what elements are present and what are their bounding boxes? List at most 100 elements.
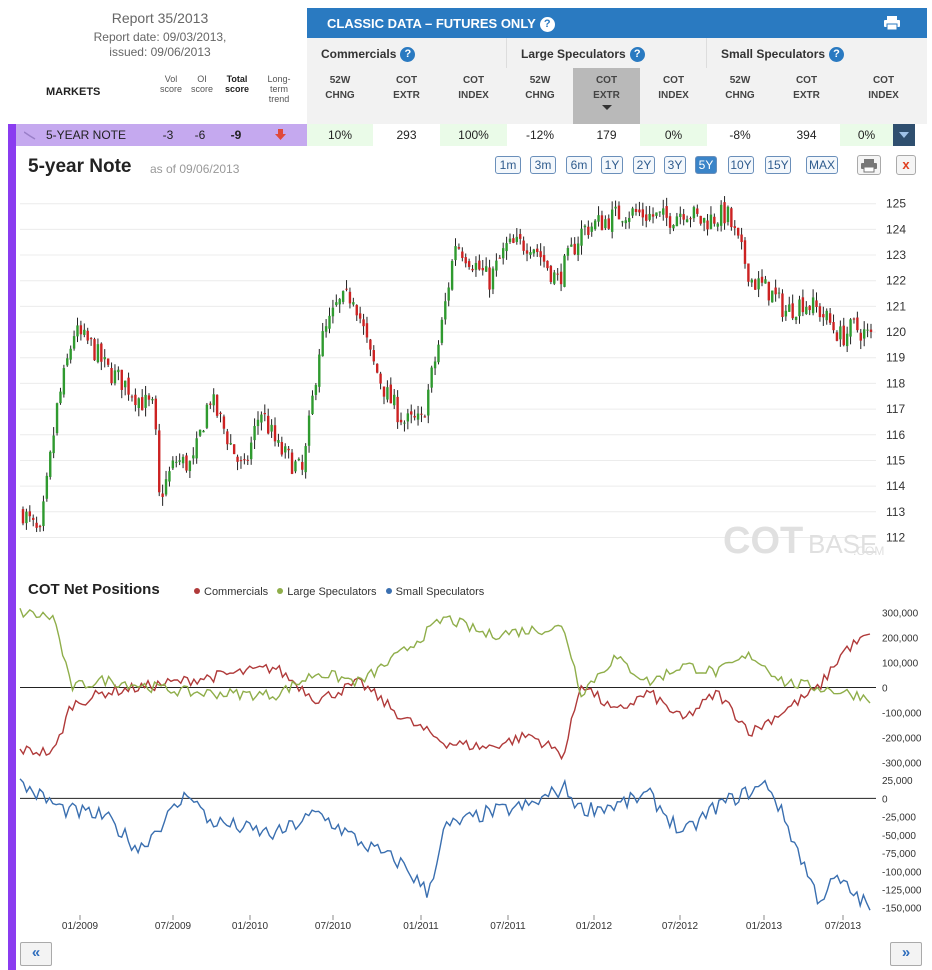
help-icon[interactable]: ?	[539, 17, 555, 32]
oi-score-header[interactable]: OI score	[190, 74, 213, 94]
candle-body	[638, 209, 641, 213]
candle-body	[559, 271, 563, 285]
group-commercials: Commercials?	[307, 38, 507, 68]
y-tick-label: -25,000	[882, 813, 916, 824]
candle-body	[583, 225, 587, 228]
legend-commercials[interactable]: Commercials	[188, 586, 268, 598]
candle-body	[59, 391, 62, 404]
candle-body	[764, 279, 767, 284]
help-icon[interactable]: ?	[829, 47, 845, 62]
candle-body	[341, 291, 345, 302]
range-button-max[interactable]: MAX	[806, 156, 838, 174]
y-tick-label: 125	[886, 197, 906, 211]
candle-body	[290, 452, 294, 474]
candle-body	[505, 243, 508, 252]
expand-dropdown-icon[interactable]	[893, 124, 915, 146]
close-chart-button[interactable]: x	[896, 155, 916, 175]
classic-data-title: CLASSIC DATA – FUTURES ONLY?	[327, 16, 555, 32]
candle-body	[546, 260, 549, 269]
candle-body	[767, 281, 771, 301]
candle-body	[832, 322, 835, 331]
y-tick-label: 300,000	[882, 609, 919, 620]
x-tick-label: 01/2010	[232, 921, 269, 932]
series-line-small-speculators	[19, 778, 871, 911]
candle-body	[467, 261, 471, 267]
candle-body	[675, 216, 679, 227]
candle-body	[495, 260, 498, 271]
print-chart-button[interactable]	[857, 155, 881, 175]
candle-body	[345, 288, 348, 290]
total-score-header[interactable]: Total score	[224, 74, 250, 94]
legend-large-speculators[interactable]: Large Speculators	[271, 586, 377, 598]
subcol-header[interactable]: COT INDEX	[440, 68, 507, 124]
candle-body	[246, 459, 249, 461]
candle-body	[49, 451, 52, 477]
subcol-header[interactable]: 52W CHNG	[307, 68, 373, 124]
help-icon[interactable]: ?	[629, 47, 645, 62]
range-button-3y[interactable]: 3Y	[664, 156, 686, 174]
candle-body	[743, 240, 747, 264]
series-line-commercials	[19, 633, 871, 761]
candle-body	[297, 458, 301, 461]
subcol-header[interactable]: 52W CHNG	[707, 68, 773, 124]
subcol-header[interactable]: 52W CHNG	[507, 68, 573, 124]
candle-body	[450, 260, 454, 290]
candle-body	[232, 444, 236, 455]
candle-body	[379, 373, 382, 384]
next-report-button[interactable]: »	[890, 942, 922, 966]
candle-body	[692, 207, 696, 219]
subcol-header[interactable]: COT EXTR	[773, 68, 840, 124]
range-button-2y[interactable]: 2Y	[633, 156, 655, 174]
market-name[interactable]: 5-YEAR NOTE	[46, 128, 127, 142]
help-icon[interactable]: ?	[400, 47, 416, 62]
candle-body	[614, 206, 617, 209]
vol-score-header[interactable]: Vol score	[159, 74, 182, 94]
candle-body	[433, 361, 437, 369]
candle-body	[21, 509, 25, 524]
y-tick-label: 112	[886, 530, 905, 544]
range-button-5y[interactable]: 5Y	[695, 156, 717, 174]
range-button-1m[interactable]: 1m	[495, 156, 521, 174]
candle-body	[222, 416, 226, 429]
candle-body	[685, 219, 689, 223]
candle-body	[355, 305, 358, 316]
y-tick-label: 117	[886, 402, 905, 416]
range-button-10y[interactable]: 10Y	[728, 156, 754, 174]
candle-body	[35, 522, 38, 528]
y-tick-label: 122	[886, 274, 906, 288]
range-button-1y[interactable]: 1Y	[601, 156, 623, 174]
candle-body	[818, 306, 822, 318]
candle-body	[273, 425, 277, 442]
candle-body	[311, 395, 314, 415]
candle-body	[137, 398, 140, 409]
range-button-6m[interactable]: 6m	[566, 156, 592, 174]
x-tick-label: 07/2010	[315, 921, 352, 932]
range-button-3m[interactable]: 3m	[530, 156, 556, 174]
candle-body	[86, 330, 89, 341]
subcol-header[interactable]: COT EXTR	[573, 68, 640, 124]
market-row-left	[10, 124, 307, 146]
prev-report-button[interactable]: «	[20, 942, 52, 966]
candle-body	[788, 304, 791, 312]
subcol-header[interactable]: COT INDEX	[840, 68, 927, 124]
subcol-header[interactable]: COT INDEX	[640, 68, 707, 124]
candle-body	[566, 248, 570, 256]
candle-body	[645, 214, 648, 221]
cot-net-positions-chart: 300,000 200,000 100,000 0 -100,000 -200,000 -3…	[19, 607, 922, 770]
candle-body	[76, 325, 79, 337]
candle-body	[386, 387, 389, 400]
long-term-trend-header[interactable]: Long-term trend	[267, 74, 291, 104]
legend-small-speculators[interactable]: Small Speculators	[380, 586, 484, 598]
print-icon[interactable]	[883, 15, 901, 31]
candle-body	[66, 358, 69, 366]
candle-body	[471, 268, 474, 271]
range-button-15y[interactable]: 15Y	[765, 156, 791, 174]
candle-body	[842, 325, 845, 346]
candle-body	[859, 332, 862, 341]
subcol-header[interactable]: COT EXTR	[373, 68, 440, 124]
market-row[interactable]: 5-YEAR NOTE -3 -6 -9 10% 293 100% -12% 179 0%…	[0, 124, 932, 146]
candle-body	[55, 403, 59, 434]
candle-body	[270, 424, 273, 432]
series-line-large-speculators	[19, 607, 871, 704]
candle-body	[362, 319, 365, 327]
